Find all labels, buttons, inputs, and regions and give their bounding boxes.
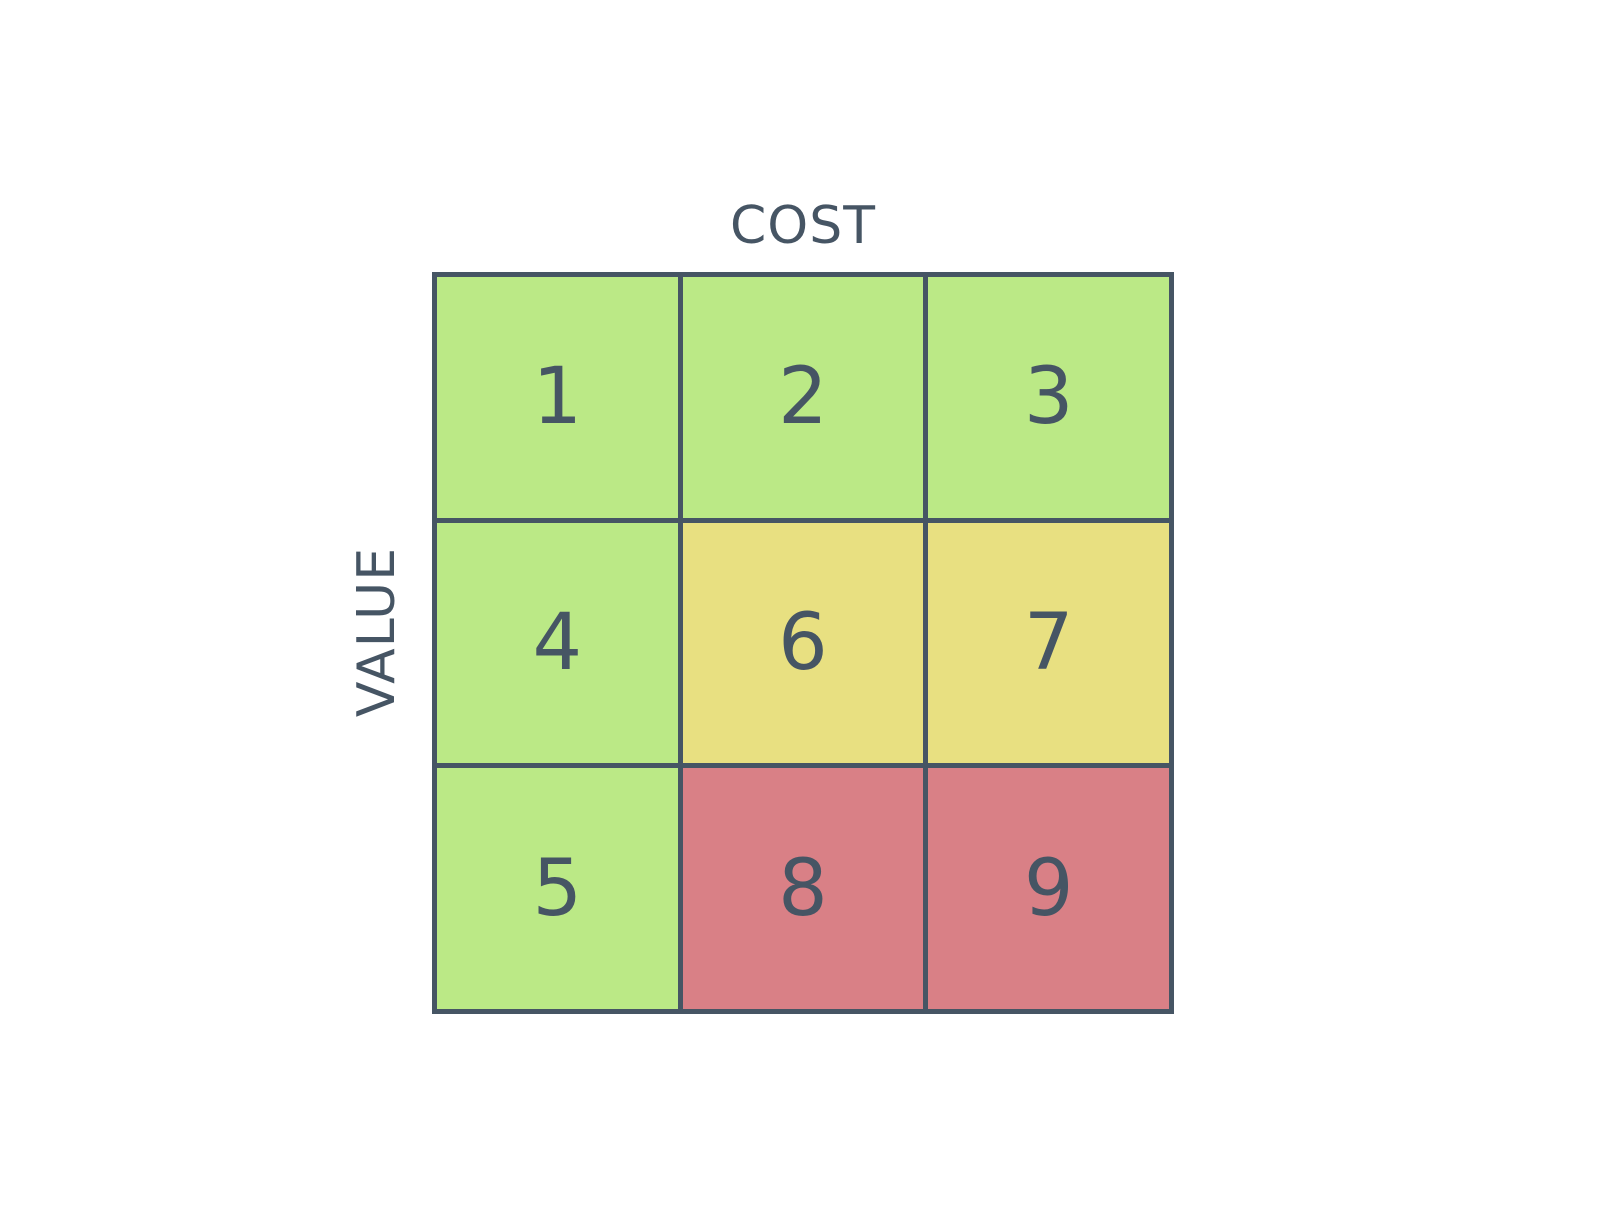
matrix-cell-4: 4 xyxy=(437,522,678,764)
matrix-cell-6: 6 xyxy=(682,522,924,764)
cost-value-matrix: 1 2 3 4 6 7 5 8 9 xyxy=(432,272,1174,1014)
matrix-cell-2: 2 xyxy=(682,277,924,518)
value-axis-label: VALUE xyxy=(347,546,407,718)
cost-axis-label: COST xyxy=(729,196,876,256)
matrix-cell-7: 7 xyxy=(928,522,1169,764)
matrix-cell-5: 5 xyxy=(437,768,678,1009)
matrix-cell-1: 1 xyxy=(437,277,678,518)
matrix-cell-9: 9 xyxy=(928,768,1169,1009)
matrix-cell-3: 3 xyxy=(928,277,1169,518)
matrix-cell-8: 8 xyxy=(682,768,924,1009)
